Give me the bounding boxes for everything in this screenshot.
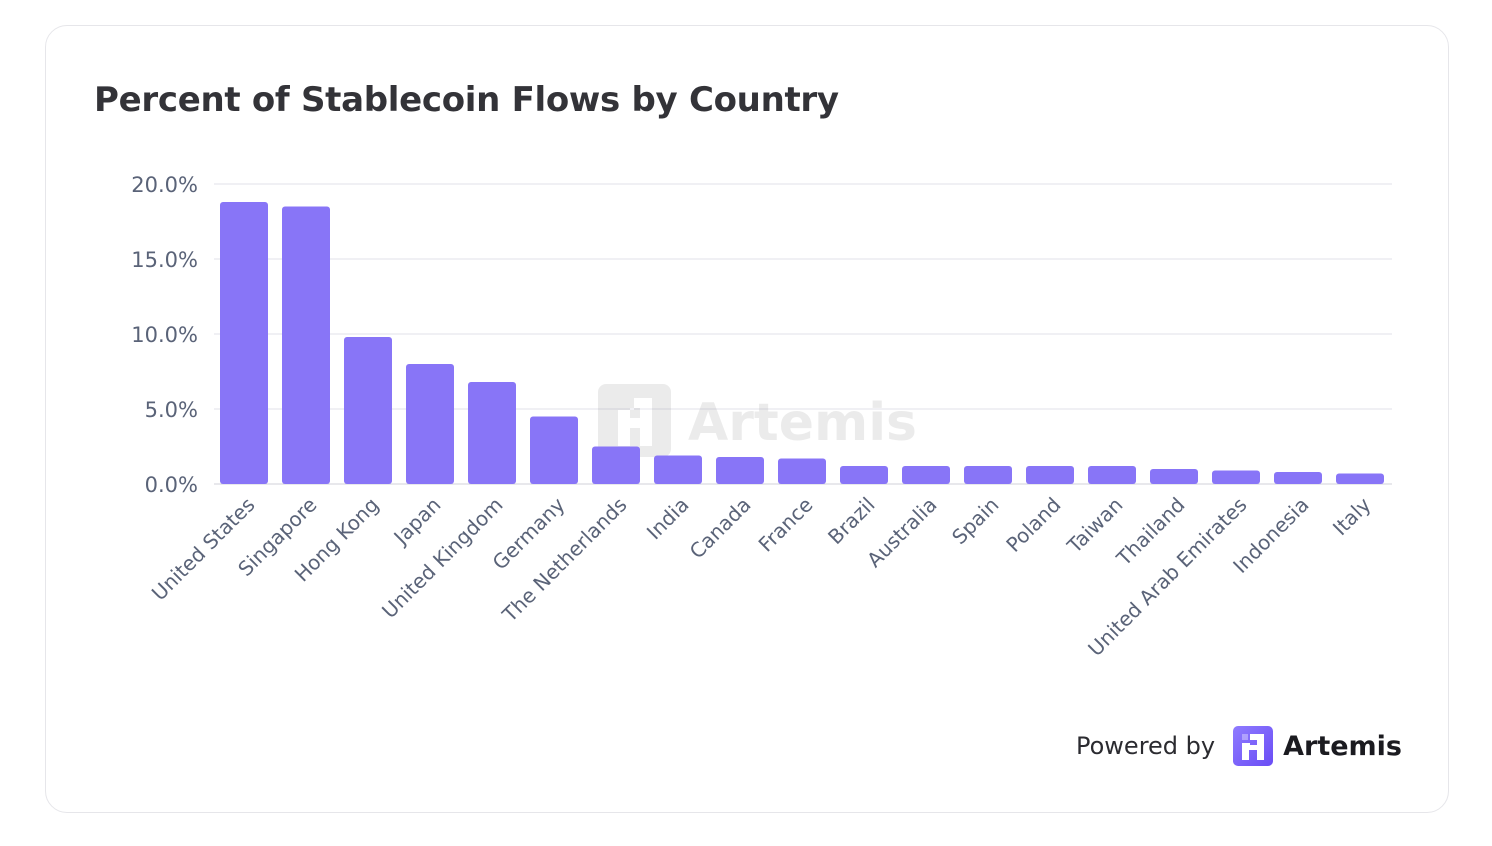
y-tick-label: 10.0% (131, 323, 198, 347)
bars (220, 202, 1384, 484)
y-tick-label: 20.0% (131, 173, 198, 197)
bar (1150, 469, 1198, 484)
y-tick-label: 0.0% (145, 473, 198, 497)
x-tick-label: Spain (947, 493, 1003, 549)
chart-title: Percent of Stablecoin Flows by Country (94, 80, 839, 120)
bar (716, 457, 764, 484)
powered-by-label: Powered by (1076, 732, 1216, 760)
bar (1088, 466, 1136, 484)
bar (1026, 466, 1074, 484)
bar (840, 466, 888, 484)
x-tick-label: Canada (685, 493, 756, 564)
watermark-logo-glyph (618, 398, 652, 446)
bar (778, 458, 826, 484)
x-tick-label: Poland (1001, 493, 1065, 557)
powered-by-footer: Powered by Artemis (1076, 724, 1402, 768)
bar (220, 202, 268, 484)
artemis-brand-name: Artemis (1283, 730, 1402, 762)
x-tick-label: Italy (1328, 492, 1376, 540)
y-tick-label: 5.0% (145, 398, 198, 422)
bar (592, 446, 640, 484)
x-tick-label: United States (147, 493, 260, 606)
artemis-watermark: Artemis (598, 384, 917, 457)
x-tick-label: France (754, 493, 818, 557)
bar (964, 466, 1012, 484)
chart-card (45, 25, 1449, 813)
bar (468, 382, 516, 484)
x-tick-label: India (642, 493, 694, 545)
x-tick-label: Japan (388, 493, 446, 551)
x-tick-label: Brazil (823, 493, 879, 549)
bar (1212, 470, 1260, 484)
bar (654, 455, 702, 484)
bar (282, 206, 330, 484)
bar (1336, 473, 1384, 484)
bar (530, 416, 578, 484)
watermark-text: Artemis (688, 393, 917, 453)
y-tick-label: 15.0% (131, 248, 198, 272)
bar (1274, 472, 1322, 484)
bar (406, 364, 454, 484)
bar (344, 337, 392, 484)
artemis-logo-icon (1233, 726, 1274, 766)
bar (902, 466, 950, 484)
watermark-logo-icon (598, 384, 671, 457)
y-axis-ticks: 0.0% 5.0% 10.0% 15.0% 20.0% (131, 173, 198, 497)
